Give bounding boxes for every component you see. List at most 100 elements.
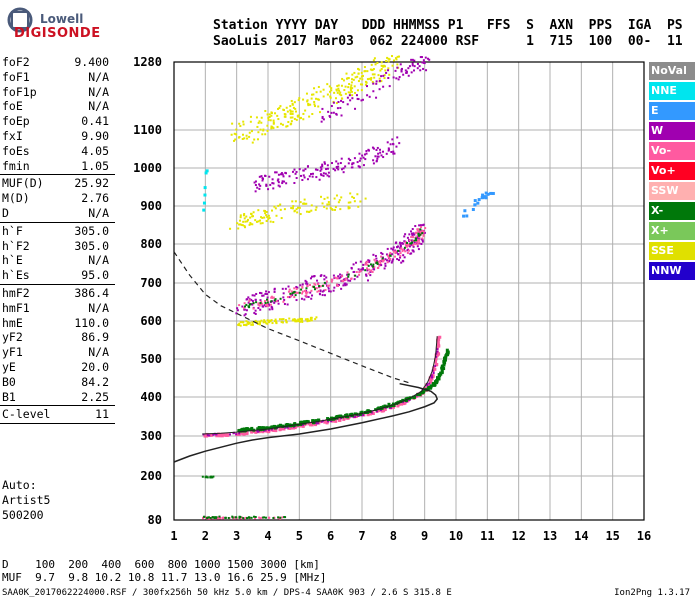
w-echo (291, 294, 294, 297)
param-row: fmin 1.05 (0, 159, 115, 174)
o-trace-echo (362, 414, 365, 417)
sse-echo (387, 57, 390, 60)
sse-echo (349, 87, 352, 90)
w-echo (264, 292, 267, 295)
w-echo (387, 147, 390, 150)
sse-echo (326, 83, 329, 86)
w-echo (362, 164, 365, 167)
sse-echo (267, 214, 270, 217)
o-trace-echo (257, 430, 260, 433)
vo-echo (266, 303, 269, 306)
vo-echo (419, 230, 422, 233)
sse-echo (385, 59, 388, 62)
sse-echo (353, 200, 356, 203)
sse-echo (283, 113, 286, 116)
w-echo (273, 301, 276, 304)
param-value: N/A (88, 69, 109, 84)
w-echo (407, 67, 410, 70)
legend-item-noval: NoVal (649, 62, 695, 80)
x-trace-echo (367, 264, 370, 267)
vo-echo (412, 235, 415, 238)
w-echo (340, 99, 343, 102)
w-echo (361, 268, 364, 271)
sse-echo (243, 217, 246, 220)
w-echo (304, 279, 307, 282)
es-echo (242, 517, 245, 520)
o-trace-echo (225, 433, 229, 437)
sse-echo (256, 321, 259, 324)
sse-echo (306, 99, 309, 102)
sse-echo (310, 316, 313, 319)
w-echo (311, 275, 314, 278)
sse-echo (333, 91, 336, 94)
vo-echo (330, 280, 333, 283)
o-trace-echo (270, 428, 273, 431)
x-trace-echo (435, 381, 439, 385)
w-echo (330, 111, 333, 114)
w-echo (386, 247, 389, 250)
sse-echo (336, 85, 339, 88)
param-value: 4.05 (81, 143, 109, 158)
param-name: MUF(D) (2, 176, 44, 191)
w-echo (320, 168, 323, 171)
w-echo (428, 58, 431, 61)
w-echo (375, 96, 378, 99)
w-echo (277, 181, 280, 184)
vo-echo (355, 271, 358, 274)
o-trace-echo (315, 422, 318, 425)
w-echo (382, 156, 385, 159)
w-echo (253, 294, 256, 297)
w-echo (256, 186, 259, 189)
sse-echo (272, 121, 275, 124)
x-trace-echo (294, 294, 297, 297)
w-echo (295, 299, 298, 302)
sse-echo (353, 85, 356, 88)
o-trace-echo (250, 430, 254, 434)
sse-echo (254, 320, 257, 323)
sse-echo (282, 108, 285, 111)
e-echo (480, 196, 484, 200)
sse-echo (330, 89, 333, 92)
muf-distance-row: D 100 200 400 600 800 1000 1500 3000 [km… (2, 558, 320, 571)
vo-echo (243, 307, 246, 310)
sse-echo (267, 320, 270, 323)
vo-echo (392, 250, 395, 253)
auto-label: Auto: (2, 478, 37, 492)
e-echo (486, 192, 490, 196)
w-echo (397, 78, 400, 81)
vo-echo (405, 245, 408, 248)
w-echo (401, 242, 404, 245)
x-trace-echo (404, 399, 408, 403)
w-echo (330, 105, 333, 108)
vo-echo (325, 280, 328, 283)
x-trace-echo (440, 370, 444, 374)
sse-echo (308, 115, 311, 118)
vo-echo (417, 231, 420, 234)
w-echo (399, 243, 402, 246)
sse-echo (263, 319, 266, 322)
sse-echo (363, 66, 366, 69)
w-echo (328, 114, 331, 117)
vo-echo (373, 266, 376, 269)
w-echo (327, 287, 330, 290)
param-value: N/A (88, 300, 109, 315)
w-echo (265, 183, 268, 186)
w-echo (335, 166, 338, 169)
w-echo (398, 241, 401, 244)
param-value: 305.0 (74, 223, 109, 238)
w-echo (413, 59, 416, 62)
o-trace-echo (203, 434, 207, 438)
x-trace-echo (339, 414, 343, 418)
o-trace-echo (218, 434, 222, 438)
w-echo (277, 184, 280, 187)
w-echo (300, 297, 303, 300)
w-echo (387, 149, 390, 152)
vo-echo (293, 287, 296, 290)
sse-echo (271, 126, 274, 129)
sse-echo (352, 78, 355, 81)
sse-echo (261, 216, 264, 219)
sse-echo (387, 67, 390, 70)
param-name: M(D) (2, 191, 30, 206)
w-echo (258, 187, 261, 190)
param-name: h`E (2, 253, 23, 268)
